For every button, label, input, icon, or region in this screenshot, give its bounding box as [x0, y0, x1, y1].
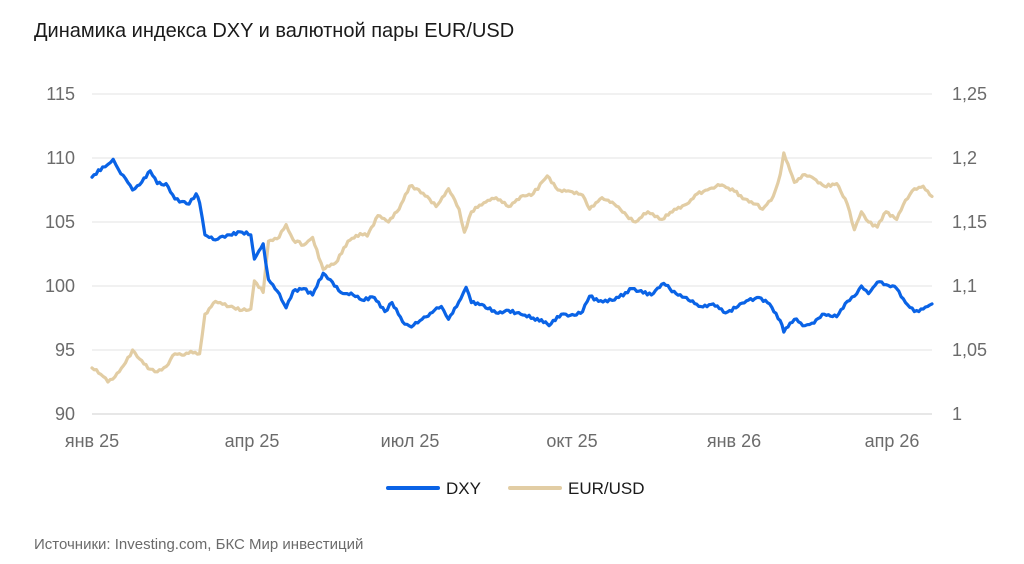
x-axis-ticks: янв 25 апр 25 июл 25 окт 25 янв 26 апр 26 — [65, 431, 920, 451]
y-right-tick-label: 1 — [952, 404, 962, 424]
y-right-tick-label: 1,25 — [952, 84, 987, 104]
x-tick-label: апр 26 — [865, 431, 920, 451]
x-tick-label: янв 25 — [65, 431, 119, 451]
x-tick-label: июл 25 — [381, 431, 440, 451]
y-left-tick-label: 90 — [55, 404, 75, 424]
y-right-tick-label: 1,15 — [952, 212, 987, 232]
source-note: Источники: Investing.com, БКС Мир инвест… — [34, 536, 364, 553]
dxy-line — [90, 157, 934, 334]
y-right-tick-label: 1,1 — [952, 276, 977, 296]
right-axis-ticks: 1 1,05 1,1 1,15 1,2 1,25 — [952, 84, 987, 424]
gridlines — [92, 93, 932, 415]
x-tick-label: янв 26 — [707, 431, 761, 451]
legend: DXY EUR/USD — [386, 479, 645, 498]
y-left-tick-label: 95 — [55, 340, 75, 360]
eurusd-line — [90, 151, 934, 384]
x-tick-label: окт 25 — [546, 431, 597, 451]
legend-eurusd-label: EUR/USD — [568, 479, 645, 498]
y-right-tick-label: 1,2 — [952, 148, 977, 168]
series-lines — [90, 151, 934, 384]
y-left-tick-label: 115 — [46, 84, 75, 104]
y-left-tick-label: 110 — [46, 148, 75, 168]
y-right-tick-label: 1,05 — [952, 340, 987, 360]
chart-title: Динамика индекса DXY и валютной пары EUR… — [34, 20, 515, 42]
y-left-tick-label: 105 — [45, 212, 75, 232]
x-tick-label: апр 25 — [225, 431, 280, 451]
y-left-tick-label: 100 — [45, 276, 75, 296]
legend-dxy-label: DXY — [446, 479, 481, 498]
left-axis-ticks: 90 95 100 105 110 115 — [45, 84, 75, 424]
